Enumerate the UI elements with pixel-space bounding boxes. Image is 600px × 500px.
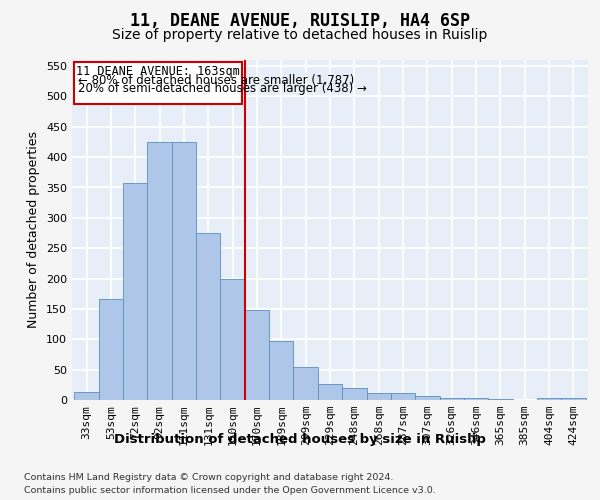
Bar — [415, 396, 440, 400]
Text: ← 80% of detached houses are smaller (1,787): ← 80% of detached houses are smaller (1,… — [78, 74, 355, 87]
Bar — [196, 233, 220, 400]
Text: 11, DEANE AVENUE, RUISLIP, HA4 6SP: 11, DEANE AVENUE, RUISLIP, HA4 6SP — [130, 12, 470, 30]
Bar — [245, 310, 269, 400]
Text: Contains HM Land Registry data © Crown copyright and database right 2024.: Contains HM Land Registry data © Crown c… — [24, 472, 394, 482]
FancyBboxPatch shape — [74, 62, 242, 104]
Bar — [440, 398, 464, 400]
Bar — [172, 142, 196, 400]
Text: Contains public sector information licensed under the Open Government Licence v3: Contains public sector information licen… — [24, 486, 436, 495]
Bar — [561, 398, 586, 400]
Bar — [367, 394, 391, 400]
Y-axis label: Number of detached properties: Number of detached properties — [28, 132, 40, 328]
Text: Size of property relative to detached houses in Ruislip: Size of property relative to detached ho… — [112, 28, 488, 42]
Bar — [148, 142, 172, 400]
Bar — [123, 183, 148, 400]
Bar — [464, 398, 488, 400]
Bar — [342, 388, 367, 400]
Text: Distribution of detached houses by size in Ruislip: Distribution of detached houses by size … — [114, 432, 486, 446]
Bar — [269, 341, 293, 400]
Text: 11 DEANE AVENUE: 163sqm: 11 DEANE AVENUE: 163sqm — [76, 66, 241, 78]
Bar — [99, 298, 123, 400]
Text: 20% of semi-detached houses are larger (438) →: 20% of semi-detached houses are larger (… — [78, 82, 367, 95]
Bar — [391, 394, 415, 400]
Bar — [293, 366, 318, 400]
Bar — [74, 392, 99, 400]
Bar — [537, 398, 561, 400]
Bar — [318, 384, 342, 400]
Bar — [220, 278, 245, 400]
